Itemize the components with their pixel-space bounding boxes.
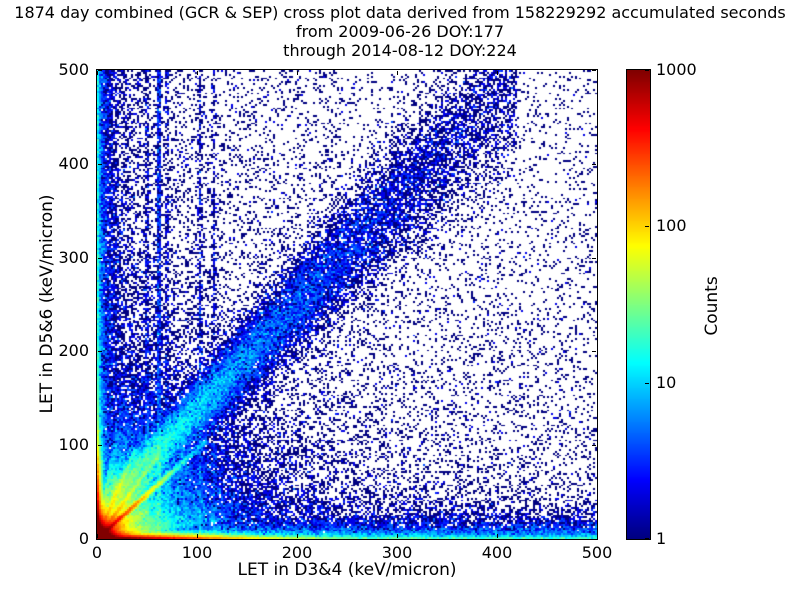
colorbar-label: Counts [702,276,722,336]
x-tick-mark [197,534,198,538]
x-tick-label: 0 [91,543,103,562]
x-tick-mark [97,534,98,538]
y-tick-mark [98,445,102,447]
figure-subtitle-from: from 2009-06-26 DOY:177 [295,22,504,41]
y-tick-mark [98,351,102,353]
x-tick-mark [297,71,298,75]
x-tick-mark [397,71,398,75]
x-tick-label: 200 [281,543,313,562]
y-tick-label: 0 [78,529,89,548]
y-tick-mark [98,539,102,540]
y-tick-mark [592,445,596,447]
y-tick-mark [592,70,596,71]
y-tick-label: 200 [58,341,89,361]
y-tick-mark [98,257,102,259]
x-tick-label: 100 [181,543,213,562]
y-tick-label: 300 [58,247,89,267]
y-tick-label: 500 [58,60,89,79]
colorbar-tick-mark [645,382,649,384]
x-tick-mark [497,71,498,75]
x-tick-label: 400 [481,543,513,562]
x-tick-mark [497,534,498,538]
colorbar-tick-label: 100 [656,216,687,236]
y-tick-mark [592,539,596,540]
x-tick-mark [297,534,298,538]
y-tick-mark [592,163,596,165]
x-tick-mark [597,534,598,538]
x-tick-mark [397,534,398,538]
y-tick-mark [98,163,102,165]
x-tick-label: 300 [381,543,413,562]
y-tick-mark [98,70,102,71]
y-tick-label: 400 [58,153,89,173]
x-tick-mark [197,71,198,75]
colorbar-tick-label: 10 [656,372,677,392]
y-axis-label: LET in D5&6 (keV/micron) [37,194,57,414]
figure-title: 1874 day combined (GCR & SEP) cross plot… [14,3,786,22]
x-tick-label: 500 [581,543,613,562]
figure-subtitle-through: through 2014-08-12 DOY:224 [283,41,517,60]
colorbar-tick-mark [645,226,649,228]
hist2d-canvas [97,70,597,539]
y-tick-mark [592,257,596,259]
title-block: 1874 day combined (GCR & SEP) cross plot… [0,3,800,60]
colorbar-tick-label: 1 [656,529,667,548]
colorbar-tick-mark [645,70,649,71]
x-axis-label: LET in D3&4 (keV/micron) [237,560,457,580]
colorbar-tick-label: 1000 [656,60,697,79]
x-tick-mark [97,71,98,75]
colorbar-gradient [627,70,650,539]
x-tick-mark [597,71,598,75]
y-tick-mark [592,351,596,353]
y-tick-label: 100 [58,435,89,455]
colorbar-tick-mark [645,538,649,539]
